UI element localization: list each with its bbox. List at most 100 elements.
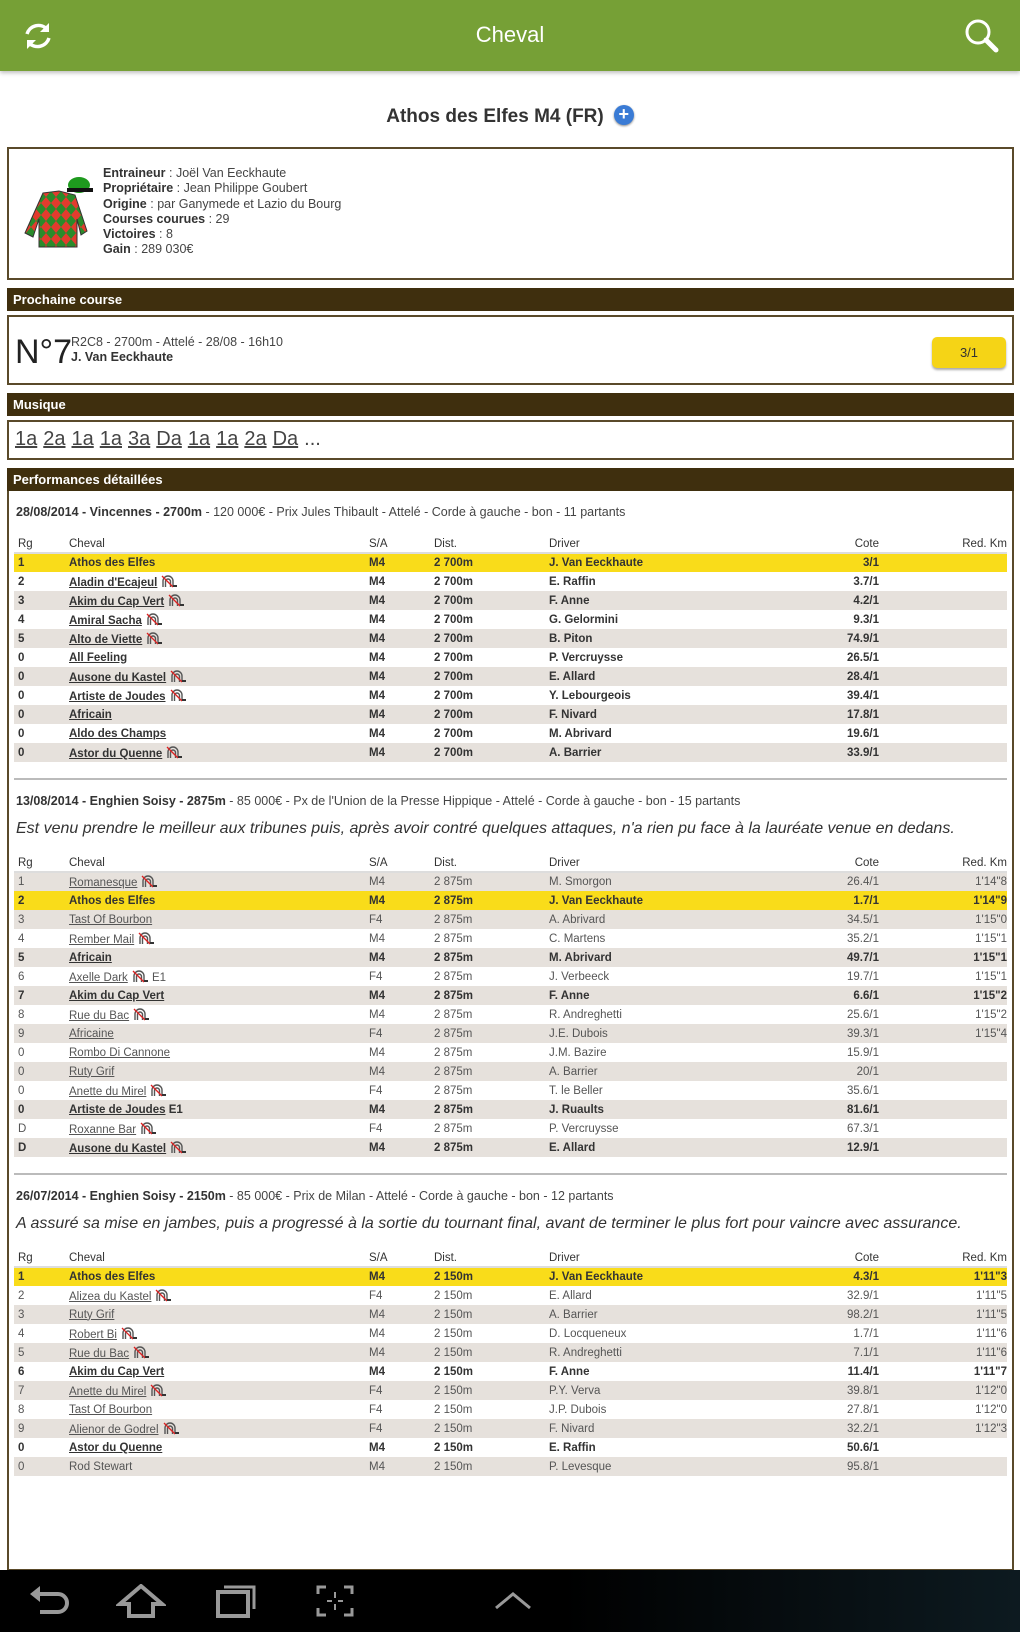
horse-link[interactable]: Artiste de Joudes	[69, 690, 166, 703]
musique-item[interactable]: 2a	[244, 428, 267, 450]
table-row[interactable]: 7 Anette du Mirel F4 2 150m P.Y. Verva 39.8/1…	[14, 1381, 1007, 1400]
horse-link[interactable]: Rue du Bac	[69, 1347, 130, 1360]
screenshot-icon[interactable]	[310, 1584, 360, 1618]
home-icon[interactable]	[114, 1583, 168, 1618]
table-row[interactable]: 1 Athos des Elfes M4 2 700m J. Van Eeckhaute…	[14, 553, 1007, 572]
horse-link[interactable]: Ausone du Kastel	[69, 671, 167, 684]
horse-link[interactable]: Aladin d'Ecajeul	[69, 576, 158, 589]
horse-link[interactable]: Roxanne Bar	[69, 1123, 137, 1136]
table-row[interactable]: 1 Romanesque M4 2 875m M. Smorgon 26.4/1 1'14"…	[14, 872, 1007, 891]
recent-apps-icon[interactable]	[212, 1584, 262, 1618]
musique-item[interactable]: 1a	[15, 428, 38, 450]
musique-item[interactable]: 1a	[71, 428, 94, 450]
table-row[interactable]: 6 Axelle Dark E1 F4 2 875m J. Verbeeck 19.7/1…	[14, 967, 1007, 986]
table-row[interactable]: 2 Alizea du Kastel F4 2 150m E. Allard 32.9/1…	[14, 1286, 1007, 1305]
table-row[interactable]: 0 Africain M4 2 700m F. Nivard 17.8/1	[14, 705, 1007, 724]
chevron-up-icon[interactable]	[488, 1584, 538, 1618]
horse-link[interactable]: Aldo des Champs	[69, 727, 167, 740]
cell-sexe-age: M4	[369, 1305, 434, 1324]
table-row[interactable]: 4 Rember Mail M4 2 875m C. Martens 35.2/1 1'15…	[14, 929, 1007, 948]
horse-link[interactable]: Ruty Grif	[69, 1065, 115, 1078]
table-row[interactable]: 2 Athos des Elfes M4 2 875m J. Van Eeckhaute…	[14, 891, 1007, 910]
horse-link[interactable]: Akim du Cap Vert	[69, 989, 165, 1002]
back-icon[interactable]	[26, 1584, 76, 1618]
horse-link[interactable]: Akim du Cap Vert	[69, 1365, 165, 1378]
table-row[interactable]: 3 Akim du Cap Vert M4 2 700m F. Anne 4.2/1	[14, 591, 1007, 610]
horse-link[interactable]: Alizea du Kastel	[69, 1290, 152, 1303]
horse-link[interactable]: Robert Bi	[69, 1328, 117, 1341]
musique-item[interactable]: 2a	[43, 428, 66, 450]
table-row[interactable]: 8 Rue du Bac M4 2 875m R. Andreghetti 25.6/1 1…	[14, 1005, 1007, 1024]
table-row[interactable]: 2 Aladin d'Ecajeul M4 2 700m E. Raffin 3.7/1	[14, 572, 1007, 591]
table-row[interactable]: 0 Anette du Mirel F4 2 875m T. le Beller 35.6…	[14, 1081, 1007, 1100]
table-row[interactable]: 3 Ruty Grif M4 2 150m A. Barrier 98.2/1 1'11"5	[14, 1305, 1007, 1324]
table-row[interactable]: 0 Artiste de Joudes E1 M4 2 875m J. Ruaults 8…	[14, 1100, 1007, 1119]
cote-button[interactable]: 3/1	[932, 337, 1006, 368]
horse-link[interactable]: Artiste de Joudes	[69, 1103, 166, 1116]
musique-item[interactable]: Da	[156, 428, 182, 450]
horse-link[interactable]: Africain	[69, 951, 112, 964]
table-row[interactable]: 9 Alienor de Godrel F4 2 150m F. Nivard 32.2/…	[14, 1419, 1007, 1438]
horse-link[interactable]: Astor du Quenne	[69, 747, 163, 760]
table-row[interactable]: 7 Akim du Cap Vert M4 2 875m F. Anne 6.6/1 1'1…	[14, 986, 1007, 1005]
musique-item[interactable]: 1a	[216, 428, 239, 450]
table-row[interactable]: 0 Ausone du Kastel M4 2 700m E. Allard 28.4/1	[14, 667, 1007, 686]
horse-link[interactable]: Amiral Sacha	[69, 614, 142, 627]
table-row[interactable]: 4 Amiral Sacha M4 2 700m G. Gelormini 9.3/1	[14, 610, 1007, 629]
table-row[interactable]: 0 Aldo des Champs M4 2 700m M. Abrivard 19.6/…	[14, 724, 1007, 743]
cell-cheval: Tast Of Bourbon	[69, 1400, 369, 1419]
horse-link[interactable]: Ausone du Kastel	[69, 1142, 167, 1155]
table-row[interactable]: 3 Tast Of Bourbon F4 2 875m A. Abrivard 34.5/…	[14, 910, 1007, 929]
content[interactable]: Athos des Elfes M4 (FR) + Entraineur : Jo…	[0, 71, 1020, 1570]
musique-item[interactable]: 3a	[128, 428, 151, 450]
table-row[interactable]: 8 Tast Of Bourbon F4 2 150m J.P. Dubois 27.8/…	[14, 1400, 1007, 1419]
column-header-sexe-age: S/A	[369, 1249, 434, 1268]
table-row[interactable]: D Roxanne Bar F4 2 875m P. Vercruysse 67.3/1	[14, 1119, 1007, 1138]
table-row[interactable]: 9 Africaine F4 2 875m J.E. Dubois 39.3/1 1'15"…	[14, 1024, 1007, 1043]
refresh-icon[interactable]	[18, 16, 58, 56]
table-row[interactable]: 5 Africain M4 2 875m M. Abrivard 49.7/1 1'15"1	[14, 948, 1007, 967]
horse-link[interactable]: Anette du Mirel	[69, 1085, 147, 1098]
musique-item[interactable]: Da	[272, 428, 299, 450]
table-row[interactable]: 6 Akim du Cap Vert M4 2 150m F. Anne 11.4/1 1'…	[14, 1362, 1007, 1381]
cell-sexe-age: M4	[369, 1138, 434, 1157]
table-row[interactable]: 0 Astor du Quenne M4 2 150m E. Raffin 50.6/1	[14, 1438, 1007, 1457]
table-row[interactable]: 5 Rue du Bac M4 2 150m R. Andreghetti 7.1/1 1'…	[14, 1343, 1007, 1362]
musique-item[interactable]: 1a	[99, 428, 122, 450]
horse-link[interactable]: Rombo Di Cannone	[69, 1046, 171, 1059]
table-row[interactable]: 0 Ruty Grif M4 2 875m A. Barrier 20/1	[14, 1062, 1007, 1081]
table-row[interactable]: 5 Alto de Viette M4 2 700m B. Piton 74.9/1	[14, 629, 1007, 648]
table-row[interactable]: 4 Robert Bi M4 2 150m D. Locqueneux 1.7/1 1'11…	[14, 1324, 1007, 1343]
horse-link[interactable]: Tast Of Bourbon	[69, 913, 153, 926]
horse-link[interactable]: All Feeling	[69, 651, 128, 664]
table-row[interactable]: 0 Artiste de Joudes M4 2 700m Y. Lebourgeois…	[14, 686, 1007, 705]
next-race-card[interactable]: N°7 R2C8 - 2700m - Attelé - 28/08 - 16h1…	[7, 315, 1014, 385]
horse-link[interactable]: Alto de Viette	[69, 633, 143, 646]
horse-link[interactable]: Akim du Cap Vert	[69, 595, 165, 608]
plus-circle-icon[interactable]: +	[613, 105, 634, 125]
horse-link[interactable]: Africain	[69, 708, 112, 721]
table-row[interactable]: 1 Athos des Elfes M4 2 150m J. Van Eeckhaute…	[14, 1267, 1007, 1286]
horse-link[interactable]: Tast Of Bourbon	[69, 1403, 153, 1416]
cell-cheval: Ruty Grif	[69, 1305, 369, 1324]
table-row[interactable]: 0 Rombo Di Cannone M4 2 875m J.M. Bazire 15.9…	[14, 1043, 1007, 1062]
horse-link[interactable]: Ruty Grif	[69, 1308, 115, 1321]
horse-link[interactable]: Romanesque	[69, 877, 138, 889]
musique-item[interactable]: 1a	[187, 428, 211, 450]
table-row[interactable]: 0 All Feeling M4 2 700m P. Vercruysse 26.5/1	[14, 648, 1007, 667]
search-icon[interactable]	[962, 16, 1002, 56]
horse-link[interactable]: Rue du Bac	[69, 1009, 130, 1022]
horse-link[interactable]: Africaine	[69, 1027, 114, 1040]
horse-link[interactable]: Rember Mail	[69, 933, 135, 946]
cell-sexe-age: M4	[369, 1441, 385, 1454]
horse-link[interactable]: Axelle Dark	[69, 971, 128, 984]
horse-link[interactable]: Alienor de Godrel	[69, 1423, 159, 1436]
cell-cote: 7.1/1	[789, 1343, 879, 1362]
cell-reduction-km: 1'12"0	[975, 1403, 1007, 1416]
cell-rang: 3	[14, 1305, 69, 1324]
table-row[interactable]: 0 Rod Stewart M4 2 150m P. Levesque 95.8/1	[14, 1457, 1007, 1476]
horse-link[interactable]: Anette du Mirel	[69, 1385, 147, 1398]
horse-link[interactable]: Astor du Quenne	[69, 1441, 163, 1454]
table-row[interactable]: D Ausone du Kastel M4 2 875m E. Allard 12.9/1	[14, 1138, 1007, 1157]
table-row[interactable]: 0 Astor du Quenne M4 2 700m A. Barrier 33.9/1	[14, 743, 1007, 762]
